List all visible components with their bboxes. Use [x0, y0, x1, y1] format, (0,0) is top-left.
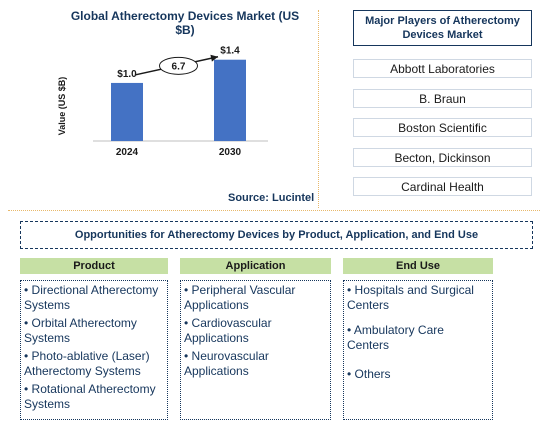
- end-use-list: • Hospitals and Surgical Centers • Ambul…: [343, 280, 493, 420]
- list-item: • Cardiovascular Applications: [184, 316, 272, 345]
- growth-arrow-head: [210, 54, 218, 62]
- data-label: $1.0: [117, 69, 137, 80]
- vertical-divider: [318, 10, 319, 208]
- bar: [214, 59, 246, 141]
- cagr-label: 6.7: [172, 61, 186, 72]
- application-list: • Peripheral Vascular Applications • Car…: [180, 280, 331, 420]
- bar: [111, 82, 143, 141]
- list-item: • Rotational Atherectomy Systems: [24, 382, 156, 411]
- product-list: • Directional Atherectomy Systems • Orbi…: [20, 280, 168, 420]
- product-heading: Product: [20, 258, 168, 274]
- list-item: • Hospitals and Surgical Centers: [347, 283, 474, 312]
- x-tick-label: 2024: [116, 147, 139, 158]
- list-item: • Photo-ablative (Laser) Atherectomy Sys…: [24, 349, 150, 378]
- x-tick-label: 2030: [219, 147, 242, 158]
- list-item: • Peripheral Vascular Applications: [184, 283, 296, 312]
- player-item: B. Braun: [353, 89, 532, 108]
- list-item: • Orbital Atherectomy Systems: [24, 316, 137, 345]
- source-label: Source: Lucintel: [228, 192, 315, 204]
- end-use-heading: End Use: [343, 258, 493, 274]
- player-item: Boston Scientific: [353, 118, 532, 137]
- data-label: $1.4: [220, 46, 240, 57]
- player-item: Abbott Laboratories: [353, 59, 532, 78]
- player-item: Becton, Dickinson: [353, 148, 532, 167]
- list-item: • Neurovascular Applications: [184, 349, 269, 378]
- bar-chart: $1.0 2024 $1.4 2030 6.7: [93, 46, 268, 158]
- players-title: Major Players of Atherectomy Devices Mar…: [353, 10, 532, 46]
- horizontal-divider: [8, 210, 540, 211]
- list-item: • Others: [347, 367, 391, 381]
- chart-title: Global Atherectomy Devices Market (US $B…: [70, 9, 300, 37]
- list-item: • Ambulatory Care Centers: [347, 323, 444, 352]
- cagr-ellipse: [159, 56, 198, 75]
- player-item: Cardinal Health: [353, 177, 532, 196]
- list-item: • Directional Atherectomy Systems: [24, 283, 159, 312]
- opportunities-title: Opportunities for Atherectomy Devices by…: [20, 221, 533, 249]
- application-heading: Application: [180, 258, 331, 274]
